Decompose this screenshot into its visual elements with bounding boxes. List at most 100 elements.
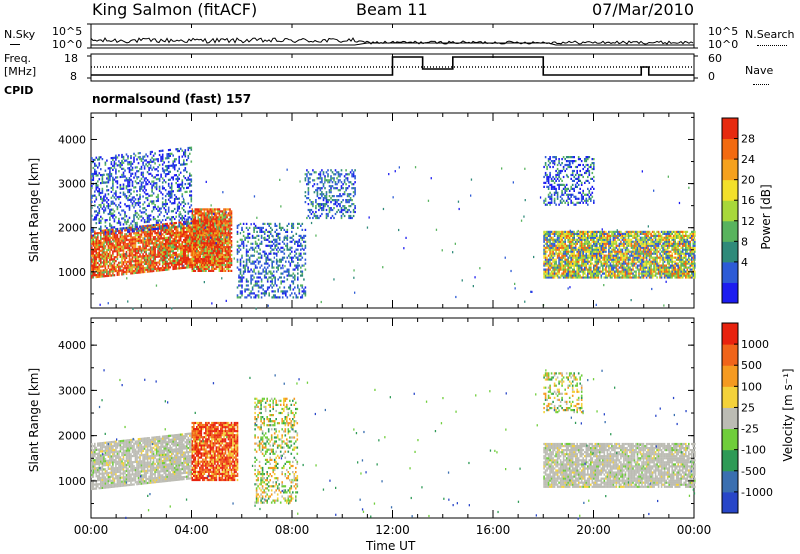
power-echo-cell	[157, 177, 159, 181]
power-echo-cell	[155, 255, 158, 258]
power-echo-cell	[181, 229, 184, 232]
power-echo-cell	[242, 246, 245, 249]
power-echo-cell	[119, 239, 122, 242]
power-echo-cell	[324, 195, 326, 198]
power-echo-cell	[214, 263, 217, 266]
power-echo-cell	[221, 265, 224, 269]
power-echo-cell	[112, 184, 114, 187]
power-echo-cell	[190, 234, 193, 237]
power-echo-cell	[200, 269, 203, 272]
power-echo-cell	[544, 274, 547, 277]
power-echo-cell	[256, 282, 258, 285]
power-echo-cell	[266, 254, 269, 257]
power-echo-cell	[196, 248, 198, 251]
power-echo-cell	[118, 263, 120, 266]
power-echo-cell	[190, 264, 193, 267]
power-echo-cell	[106, 177, 108, 180]
power-echo-cell	[294, 250, 296, 253]
power-echo-cell	[283, 252, 286, 255]
power-echo-cell	[97, 248, 99, 251]
power-echo-cell	[260, 278, 263, 281]
power-echo-cell	[119, 187, 122, 190]
power-echo-cell	[205, 269, 207, 272]
power-echo-cell	[199, 210, 201, 213]
power-echo-cell	[553, 248, 556, 251]
power-echo-cell	[176, 225, 179, 228]
power-echo-cell	[559, 264, 562, 267]
power-echo-cell	[119, 261, 122, 264]
power-echo-cell	[161, 149, 164, 152]
power-echo-cell	[260, 254, 263, 257]
power-echo-cell	[116, 263, 119, 266]
power-echo-cell	[133, 200, 135, 203]
power-echo-cell	[112, 236, 114, 239]
power-echo-cell	[553, 272, 556, 275]
power-echo-cell	[104, 169, 107, 172]
power-echo-cell	[277, 290, 279, 293]
power-echo-cell	[100, 269, 102, 272]
power-echo-cell	[277, 264, 279, 267]
power-echo-cell	[98, 178, 101, 181]
power-echo-cell	[173, 158, 176, 161]
power-echo-cell	[110, 268, 113, 271]
power-echo-cell	[547, 234, 550, 237]
power-echo-cell	[278, 236, 281, 239]
power-echo-cell	[325, 193, 328, 196]
power-echo-cell	[274, 278, 276, 281]
power-echo-cell	[229, 242, 231, 245]
power-echo-cell	[223, 263, 225, 267]
power-echo-cell	[134, 234, 137, 237]
power-echo-cell	[236, 230, 239, 233]
power-echo-cell	[160, 221, 162, 224]
power-echo-cell	[196, 246, 198, 249]
power-echo-cell	[277, 296, 279, 299]
power-echo-cell	[173, 168, 176, 171]
power-echo-cell	[151, 264, 153, 267]
power-echo-cell	[247, 294, 249, 297]
power-echo-cell	[333, 177, 335, 180]
power-echo-cell	[205, 252, 207, 255]
power-echo-cell	[351, 199, 353, 202]
power-echo-cell	[200, 232, 203, 235]
power-echo-cell	[193, 261, 196, 264]
power-echo-cell	[181, 266, 184, 270]
power-echo-cell	[289, 264, 292, 267]
power-echo-cell	[319, 173, 322, 176]
power-echo-cell	[136, 271, 138, 274]
power-echo-cell	[242, 230, 245, 233]
power-echo-cell	[112, 274, 114, 277]
power-echo-cell	[128, 178, 131, 182]
power-echo-cell	[227, 236, 230, 239]
power-echo-cell	[166, 256, 168, 259]
power-echo-cell	[133, 250, 135, 253]
power-echo-cell	[226, 261, 228, 265]
power-echo-cell	[208, 255, 210, 259]
nsky-tick-bottom: 10^0	[52, 38, 83, 51]
power-echo-cell	[547, 266, 550, 269]
power-echo-cell	[189, 174, 191, 177]
power-echo-cell	[263, 250, 266, 253]
power-echo-cell	[140, 235, 143, 238]
power-echo-cell	[271, 272, 273, 275]
power-echo-cell	[570, 238, 572, 241]
power-echo-cell	[169, 258, 171, 261]
power-echo-cell	[148, 268, 150, 271]
power-echo-cell	[318, 208, 320, 212]
power-echo-cell	[183, 231, 185, 234]
power-echo-cell	[318, 187, 320, 190]
power-echo-cell	[280, 246, 282, 249]
power-echo-cell	[139, 255, 141, 258]
power-echo-cell	[151, 160, 153, 163]
power-echo-cell	[170, 234, 173, 237]
power-echo-cell	[574, 254, 577, 257]
power-echo-cell	[214, 230, 216, 233]
power-echo-cell	[104, 193, 107, 196]
power-echo-cell	[98, 263, 101, 266]
power-echo-cell	[283, 228, 286, 231]
power-echo-cell	[191, 267, 194, 270]
power-echo-cell	[155, 231, 158, 235]
power-echo-cell	[139, 225, 141, 228]
power-echo-cell	[577, 258, 580, 261]
power-echo-cell	[552, 254, 554, 257]
power-echo-cell	[271, 260, 273, 263]
